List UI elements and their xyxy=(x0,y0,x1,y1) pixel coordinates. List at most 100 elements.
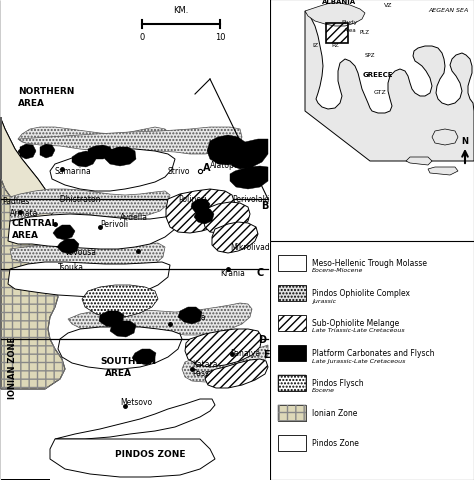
Text: A: A xyxy=(203,163,211,173)
Text: PLZ: PLZ xyxy=(360,30,370,35)
Polygon shape xyxy=(230,167,268,190)
Polygon shape xyxy=(50,150,175,192)
Bar xyxy=(278,375,306,391)
Text: E: E xyxy=(263,349,269,359)
Polygon shape xyxy=(50,439,215,477)
Polygon shape xyxy=(132,349,156,365)
Text: Eocene-Miocene: Eocene-Miocene xyxy=(312,268,364,273)
Text: 10: 10 xyxy=(215,33,225,42)
Polygon shape xyxy=(18,128,170,153)
Polygon shape xyxy=(305,12,474,162)
Polygon shape xyxy=(10,243,165,271)
Polygon shape xyxy=(185,329,262,367)
Polygon shape xyxy=(50,409,270,480)
Text: Pindos Flysch: Pindos Flysch xyxy=(312,379,364,388)
Polygon shape xyxy=(1,118,65,389)
Text: Avdella: Avdella xyxy=(120,212,148,221)
Bar xyxy=(1,1,270,479)
Text: Platform Carbonates and Flysch: Platform Carbonates and Flysch xyxy=(312,349,435,358)
Polygon shape xyxy=(10,190,170,225)
Polygon shape xyxy=(191,200,210,215)
Polygon shape xyxy=(432,130,458,146)
Polygon shape xyxy=(228,140,268,169)
Text: KM.: KM. xyxy=(173,6,189,15)
Text: Late Triassic-Late Cretaceous: Late Triassic-Late Cretaceous xyxy=(312,328,405,333)
Polygon shape xyxy=(8,215,180,250)
Polygon shape xyxy=(1,120,55,229)
Text: VZ: VZ xyxy=(384,3,392,8)
Text: Perivoli: Perivoli xyxy=(100,220,128,229)
Polygon shape xyxy=(305,4,365,27)
Text: Panaiya: Panaiya xyxy=(230,349,260,358)
Bar xyxy=(278,405,306,421)
Text: Katara: Katara xyxy=(192,360,218,369)
Text: B: B xyxy=(261,201,269,211)
Text: ALBANIA: ALBANIA xyxy=(322,0,356,5)
Text: PZ: PZ xyxy=(331,43,339,48)
Text: AREA: AREA xyxy=(18,99,45,108)
Text: Samarina: Samarina xyxy=(55,167,92,176)
Polygon shape xyxy=(1,120,55,229)
Polygon shape xyxy=(58,327,182,369)
Text: Alatopetra: Alatopetra xyxy=(210,160,251,169)
Text: Tsouka: Tsouka xyxy=(58,263,84,272)
Text: SPZ: SPZ xyxy=(365,53,375,58)
Text: Study: Study xyxy=(342,20,358,25)
Polygon shape xyxy=(212,223,258,253)
Polygon shape xyxy=(40,144,55,159)
Bar xyxy=(278,375,306,391)
Text: -Dhistraton: -Dhistraton xyxy=(58,195,101,204)
Text: SOUTHERN: SOUTHERN xyxy=(100,357,156,366)
Polygon shape xyxy=(88,146,113,160)
Text: PINDOS ZONE: PINDOS ZONE xyxy=(115,450,185,458)
Text: IONIAN ZONE: IONIAN ZONE xyxy=(8,336,17,398)
Bar xyxy=(278,405,306,421)
Bar xyxy=(278,435,306,451)
Polygon shape xyxy=(406,157,432,166)
Polygon shape xyxy=(182,345,268,382)
Text: Krania: Krania xyxy=(220,268,245,277)
Polygon shape xyxy=(166,190,235,233)
Polygon shape xyxy=(68,303,252,336)
Text: NORTHERN: NORTHERN xyxy=(18,87,74,96)
Polygon shape xyxy=(428,168,458,176)
Text: Pass: Pass xyxy=(192,369,209,378)
Bar xyxy=(278,345,306,361)
Text: Milea: Milea xyxy=(185,313,206,322)
Text: C: C xyxy=(256,267,264,277)
Text: GTZ: GTZ xyxy=(374,90,386,95)
Text: Polineri: Polineri xyxy=(178,195,207,204)
Polygon shape xyxy=(178,307,202,324)
Bar xyxy=(278,286,306,301)
Text: Pindos Zone: Pindos Zone xyxy=(312,439,359,447)
Polygon shape xyxy=(99,312,124,327)
Text: Sub-Ophiolite Melange: Sub-Ophiolite Melange xyxy=(312,319,399,328)
Text: N: N xyxy=(462,137,468,146)
Text: Ionian Zone: Ionian Zone xyxy=(312,408,357,418)
Bar xyxy=(278,315,306,331)
Text: AEGEAN SEA: AEGEAN SEA xyxy=(428,8,468,13)
Text: Perivolaki: Perivolaki xyxy=(232,195,269,204)
Text: Meso-Hellenic Trough Molasse: Meso-Hellenic Trough Molasse xyxy=(312,259,427,268)
Text: Vovousa: Vovousa xyxy=(65,248,97,257)
Text: AREA: AREA xyxy=(12,231,39,240)
Polygon shape xyxy=(20,144,36,160)
Text: GREECE: GREECE xyxy=(363,72,393,78)
Text: Pindos Ophiolite Complex: Pindos Ophiolite Complex xyxy=(312,289,410,298)
Polygon shape xyxy=(110,321,136,337)
Text: Strivo: Strivo xyxy=(168,167,191,176)
Text: Late Jurassic-Late Cretaceous: Late Jurassic-Late Cretaceous xyxy=(312,358,405,363)
Polygon shape xyxy=(72,152,96,168)
Text: D: D xyxy=(258,334,266,344)
Text: IZ: IZ xyxy=(312,43,318,48)
Text: Metsovo: Metsovo xyxy=(120,397,152,407)
Bar xyxy=(326,24,348,44)
Polygon shape xyxy=(8,263,170,298)
Polygon shape xyxy=(105,148,136,167)
Polygon shape xyxy=(53,226,75,240)
Text: Jurassic: Jurassic xyxy=(312,298,336,303)
Polygon shape xyxy=(57,240,79,254)
Polygon shape xyxy=(207,136,248,166)
Polygon shape xyxy=(203,203,250,233)
Text: CENTRAL: CENTRAL xyxy=(12,219,58,228)
